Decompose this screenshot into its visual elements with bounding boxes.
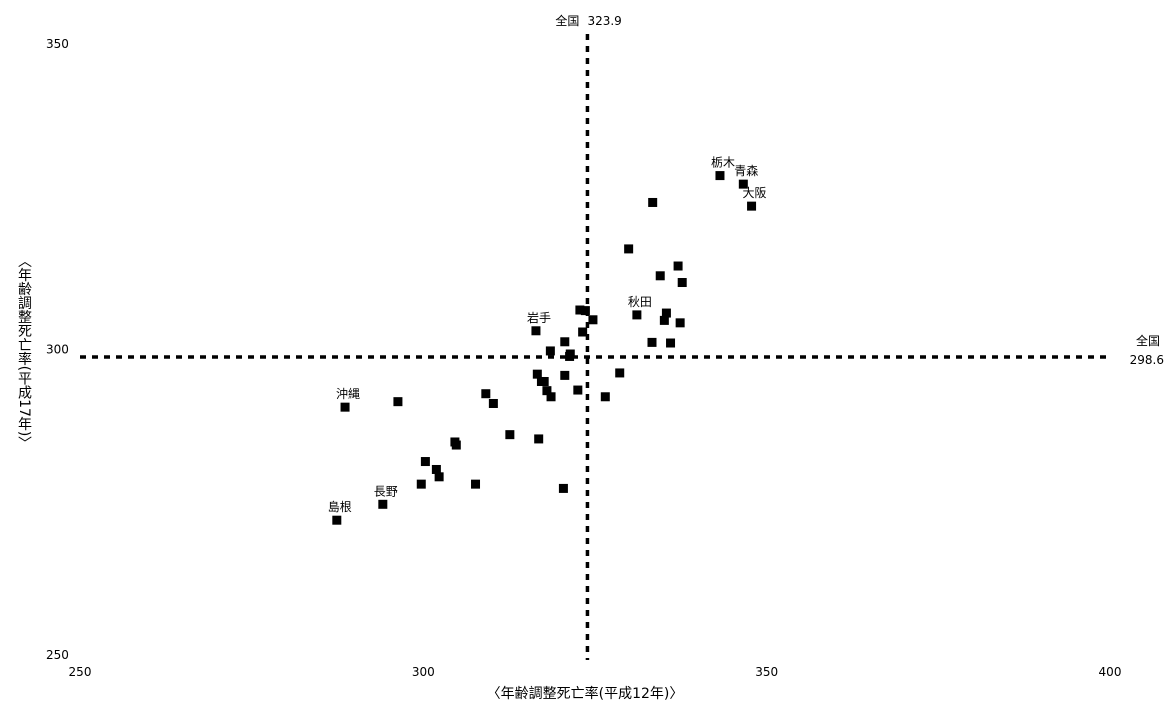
data-point: [534, 434, 544, 444]
data-point: [481, 389, 491, 399]
data-point: [471, 479, 481, 489]
data-point: [340, 402, 350, 412]
data-point: [451, 440, 461, 450]
data-point: [673, 261, 683, 271]
y-axis-title: 〈年齢調整死亡率(平成17年)〉: [16, 254, 32, 451]
data-point: [431, 464, 441, 474]
data-point: [677, 278, 687, 288]
data-point: [505, 430, 515, 440]
x-tick-label: 350: [755, 665, 778, 679]
data-point: [573, 385, 583, 395]
reference-lines: [80, 34, 1110, 660]
point-label: 大阪: [743, 186, 767, 200]
data-point: [545, 346, 555, 356]
data-point: [661, 308, 671, 318]
y-tick-labels: 250 300 350: [46, 37, 69, 662]
data-point: [378, 499, 388, 509]
data-point: [580, 306, 590, 316]
data-point: [539, 376, 549, 386]
data-point: [647, 337, 657, 347]
y-tick-label: 350: [46, 37, 69, 51]
point-label: 秋田: [628, 295, 652, 309]
data-point: [659, 315, 669, 325]
data-point: [531, 326, 541, 336]
data-point: [666, 338, 676, 348]
data-point: [588, 315, 598, 325]
data-point: [546, 392, 556, 402]
point-label: 長野: [374, 484, 398, 498]
data-point: [332, 515, 342, 525]
ref-y-value: 298.6: [1130, 353, 1164, 367]
data-point: [542, 386, 552, 396]
data-point: [434, 472, 444, 482]
point-label: 栃木: [711, 156, 735, 170]
data-point: [565, 349, 575, 359]
data-point: [393, 397, 403, 407]
data-point: [648, 197, 658, 207]
ref-x-value: 323.9: [587, 14, 621, 28]
y-tick-label: 250: [46, 648, 69, 662]
data-point: [600, 392, 610, 402]
point-label: 岩手: [527, 310, 551, 325]
data-point: [675, 318, 685, 328]
data-point: [560, 337, 570, 347]
data-point: [738, 179, 748, 189]
ref-x-label: 全国: [555, 13, 579, 28]
data-point: [578, 327, 588, 337]
point-label: 沖縄: [336, 386, 360, 401]
y-tick-label: 300: [46, 343, 69, 357]
data-point: [488, 398, 498, 408]
data-point: [615, 368, 625, 378]
data-points: [332, 171, 757, 525]
x-tick-label: 300: [412, 665, 435, 679]
point-label: 青森: [734, 163, 758, 178]
data-point: [624, 244, 634, 254]
data-point: [416, 479, 426, 489]
ref-y-label: 全国: [1136, 333, 1160, 348]
x-axis-title: 〈年齢調整死亡率(平成12年)〉: [487, 685, 684, 702]
x-tick-label: 400: [1099, 665, 1122, 679]
data-point: [558, 483, 568, 493]
data-point: [632, 310, 642, 320]
x-tick-label: 250: [69, 665, 92, 679]
data-point: [715, 171, 725, 181]
point-label: 島根: [328, 499, 352, 514]
data-point: [655, 271, 665, 281]
x-tick-labels: 250 300 350 400: [69, 665, 1122, 679]
data-point: [575, 305, 585, 315]
data-point: [420, 457, 430, 467]
data-point: [560, 370, 570, 380]
data-point: [747, 201, 757, 211]
data-point: [532, 369, 542, 379]
